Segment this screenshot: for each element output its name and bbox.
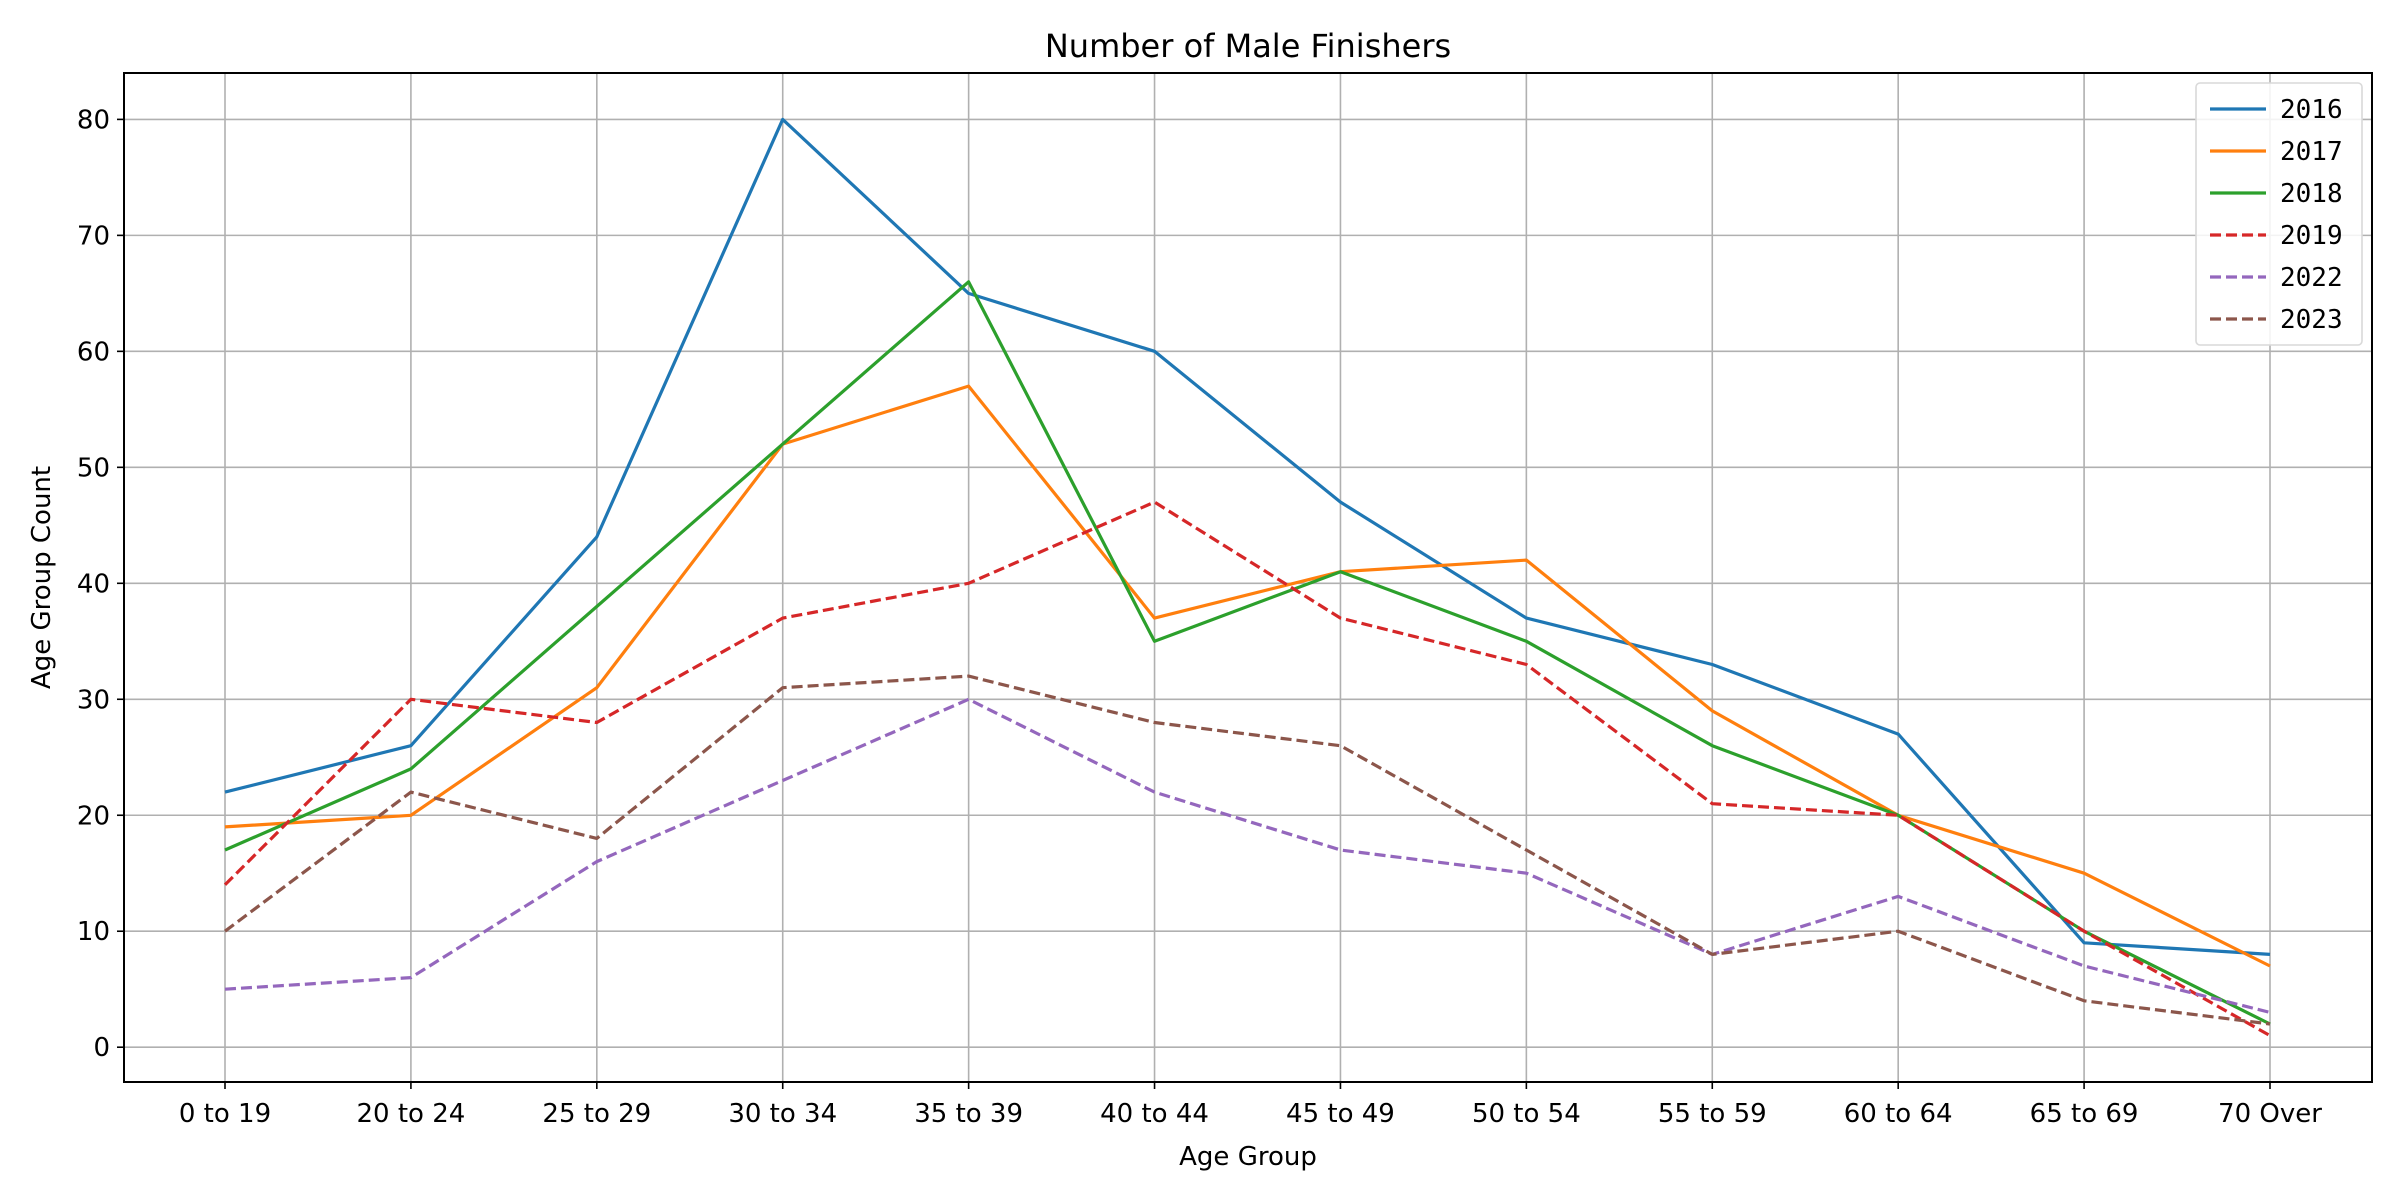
plot-frame	[123, 72, 2373, 1083]
grid-lines	[124, 73, 2372, 1082]
y-tick-label: 10	[77, 917, 110, 947]
y-tick-label: 20	[77, 801, 110, 831]
y-tick-label: 40	[77, 569, 110, 599]
y-tick-label: 70	[77, 221, 110, 251]
x-tick-label: 45 to 49	[1286, 1099, 1395, 1129]
x-tick-label: 55 to 59	[1658, 1099, 1767, 1129]
series-line-2023	[224, 674, 2271, 1026]
y-tick-label: 30	[77, 685, 110, 715]
x-tick-label: 65 to 69	[2030, 1099, 2139, 1129]
legend-label: 2018	[2280, 179, 2343, 209]
series-line-2017	[224, 384, 2271, 968]
x-tick-label: 30 to 34	[728, 1099, 837, 1129]
legend-label: 2016	[2280, 95, 2343, 125]
x-tick-label: 40 to 44	[1100, 1099, 1209, 1129]
series-line-2019	[223, 500, 2271, 1037]
axis-ticks: 0 to 19 20 to 24 25 to 29 30 to 34 35 to 39 4…	[77, 105, 2322, 1129]
legend-box	[2195, 82, 2363, 346]
x-tick-label: 50 to 54	[1472, 1099, 1581, 1129]
x-axis-label: Age Group	[1179, 1142, 1317, 1172]
legend-label: 2019	[2280, 221, 2343, 251]
series-line-2022	[224, 697, 2271, 1014]
series-line-2018	[224, 280, 2271, 1026]
x-tick-label: 70 Over	[2218, 1099, 2322, 1129]
y-tick-label: 50	[77, 453, 110, 483]
x-tick-label: 60 to 64	[1844, 1099, 1953, 1129]
legend-label: 2017	[2280, 137, 2343, 167]
x-tick-label: 25 to 29	[542, 1099, 651, 1129]
x-tick-label: 20 to 24	[357, 1099, 466, 1129]
y-axis-label: Age Group Count	[27, 466, 57, 689]
legend-label: 2022	[2280, 263, 2343, 293]
y-tick-label: 0	[93, 1033, 110, 1063]
x-tick-label: 0 to 19	[179, 1099, 271, 1129]
chart-title: Number of Male Finishers	[1045, 27, 1451, 65]
y-tick-label: 60	[77, 337, 110, 367]
series-line-2016	[224, 117, 2271, 956]
y-tick-label: 80	[77, 105, 110, 135]
legend: 2016 2017 2018 2019 2022 2023	[2195, 82, 2363, 346]
series-lines	[223, 117, 2271, 1037]
x-tick-label: 35 to 39	[914, 1099, 1023, 1129]
legend-label: 2023	[2280, 305, 2343, 335]
